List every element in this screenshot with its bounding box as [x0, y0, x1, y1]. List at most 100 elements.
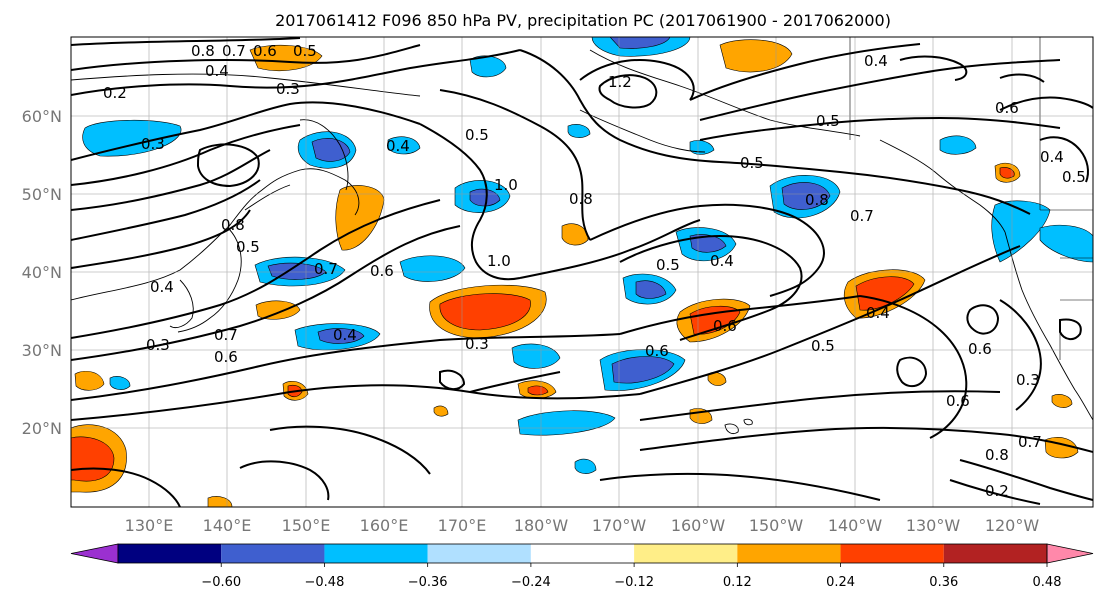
lat-label: 40°N	[22, 263, 62, 282]
coast-na-west	[1004, 231, 1076, 391]
contour-label: 1.0	[487, 252, 511, 270]
contour-label: 0.3	[141, 135, 165, 153]
contour-label: 0.4	[205, 62, 229, 80]
contour-label: 0.2	[985, 482, 1009, 500]
pv-contour	[269, 425, 431, 475]
lon-label: 130°W	[906, 516, 961, 535]
contour-label: 0.3	[1016, 371, 1040, 389]
coast-alaska	[589, 49, 861, 137]
contour-label: 0.6	[995, 99, 1019, 117]
precip-shading	[71, 37, 1093, 507]
pv-contour	[859, 295, 968, 439]
pv-contour	[639, 390, 1001, 421]
contour-label: 0.6	[253, 42, 277, 60]
colorbar-tick-label: 0.48	[1033, 575, 1062, 590]
lat-label: 50°N	[22, 185, 62, 204]
pv-contour	[439, 369, 466, 390]
contour-label: 0.8	[569, 190, 593, 208]
colorbar-segment	[118, 544, 222, 563]
colorbar-ticks: −0.60 −0.48 −0.36 −0.24 −0.12 0.12 0.24 0.36 0.4…	[201, 563, 1062, 590]
figure-title: 2017061412 F096 850 hPa PV, precipitatio…	[275, 11, 891, 30]
pv-contour	[419, 123, 521, 281]
lat-label: 30°N	[22, 341, 62, 360]
contour-label: 0.8	[805, 191, 829, 209]
pv-contour	[71, 333, 621, 401]
pv-contour	[619, 295, 861, 335]
pv-contour	[579, 59, 695, 101]
contour-label: 0.4	[710, 252, 734, 270]
coast-island-1	[724, 423, 739, 435]
contour-label: 0.2	[103, 84, 127, 102]
colorbar-extend-high	[1046, 543, 1094, 564]
pv-contour	[896, 356, 928, 388]
pv-contour	[639, 426, 1093, 453]
lon-label: 170°W	[592, 516, 647, 535]
pv-contour	[949, 479, 1041, 505]
neg-anomaly-n-8	[109, 376, 131, 390]
contour-label: 0.5	[816, 112, 840, 130]
contour-label: 0.8	[191, 42, 215, 60]
neg-anomaly-n-2	[469, 55, 507, 78]
colorbar-segment	[943, 544, 1047, 563]
coast-island-2	[743, 418, 753, 426]
lon-label: 160°W	[671, 516, 726, 535]
pv-contour	[999, 299, 1042, 411]
pv-contours	[71, 37, 1093, 507]
pv-contour	[519, 49, 721, 163]
contour-label: 0.3	[465, 335, 489, 353]
pv-contour	[899, 55, 968, 81]
pv-contour	[239, 460, 330, 501]
neg-anomaly-mid-3	[399, 255, 466, 282]
contour-label: 0.4	[864, 52, 888, 70]
coast-mexico	[1074, 389, 1093, 421]
contour-label: 0.5	[293, 42, 317, 60]
contour-label: 0.6	[645, 342, 669, 360]
contour-label: 0.8	[221, 216, 245, 234]
colorbar-tick-label: 0.24	[826, 575, 855, 590]
neg-anomaly-n-5	[689, 140, 715, 155]
lon-label: 120°W	[985, 516, 1040, 535]
latitude-labels: 60°N 50°N 40°N 30°N 20°N	[22, 107, 62, 438]
pv-contour	[619, 234, 803, 341]
colorbar-tick-label: −0.48	[305, 575, 345, 590]
pos-anomaly-n-1	[249, 44, 323, 71]
neg-anomaly-mid-7	[517, 410, 616, 436]
contour-label: 1.2	[608, 73, 632, 91]
lon-label: 150°E	[282, 516, 331, 535]
contour-label: 0.6	[968, 340, 992, 358]
colorbar-tick-label: 0.36	[929, 575, 958, 590]
pos-anomaly-n-6	[561, 223, 589, 246]
colorbar-segment	[530, 544, 635, 563]
pv-contour	[196, 143, 260, 188]
contour-label: 0.7	[850, 207, 874, 225]
colorbar-segment	[427, 544, 531, 563]
pv-contour	[639, 245, 1021, 395]
pos-anomaly-n-2	[719, 39, 793, 73]
pv-contour	[598, 74, 658, 109]
neg-anomaly-n-9	[574, 458, 597, 474]
map-frame	[70, 36, 1094, 508]
contour-label: 0.5	[1062, 168, 1086, 186]
lon-label: 150°W	[749, 516, 804, 535]
contour-label: 0.7	[214, 326, 238, 344]
contour-label: 0.8	[985, 446, 1009, 464]
contour-label: 0.6	[214, 348, 238, 366]
pv-contour	[1039, 136, 1089, 183]
colorbar-extend-low	[70, 543, 119, 564]
contour-label: 0.4	[150, 278, 174, 296]
contour-label: 0.7	[1018, 433, 1042, 451]
lon-label: 180°W	[514, 516, 569, 535]
colorbar-tick-label: −0.36	[408, 575, 448, 590]
pv-contour	[71, 199, 441, 339]
contour-label: 0.5	[465, 126, 489, 144]
pv-contour	[599, 472, 881, 501]
lon-label: 130°E	[125, 516, 174, 535]
coast-korea	[169, 279, 194, 329]
pv-contour	[71, 179, 261, 241]
pv-contour	[71, 209, 251, 269]
pv-contour	[719, 161, 1031, 215]
colorbar-frame	[117, 543, 1048, 564]
colorbar-segment	[840, 544, 944, 563]
pv-contour	[966, 304, 1000, 335]
